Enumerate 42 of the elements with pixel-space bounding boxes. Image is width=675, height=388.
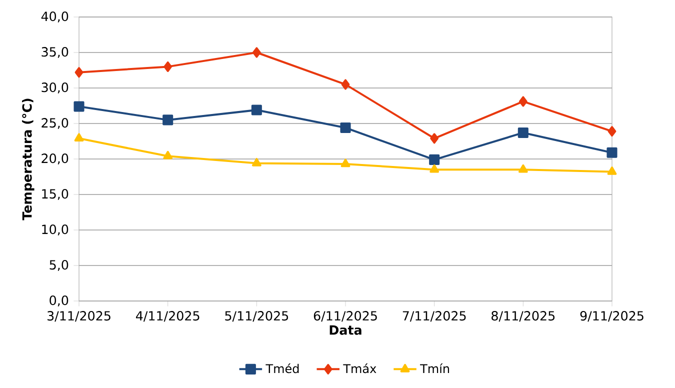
y-tick-label: 40,0 (41, 12, 68, 22)
point (606, 147, 618, 158)
y-tick-label: 5,0 (50, 260, 68, 271)
x-tick-label: 7/11/2025 (402, 311, 466, 322)
point (429, 154, 440, 165)
y-tick-label: 10,0 (42, 224, 68, 236)
point (430, 133, 439, 144)
point (251, 104, 262, 116)
x-tick-label: 8/11/2025 (492, 311, 555, 322)
x-tick-label: 9/11/2025 (580, 311, 644, 322)
point (252, 47, 261, 58)
point (163, 150, 173, 160)
legend-label: Tmín (420, 363, 450, 373)
point (340, 158, 350, 168)
point (74, 133, 84, 142)
y-tick-label: 0,0 (50, 296, 68, 306)
point (162, 114, 174, 126)
x-tick-label: 3/11/2025 (47, 311, 110, 322)
x-tick-label: 5/11/2025 (225, 311, 288, 322)
point (74, 67, 84, 78)
point (341, 79, 350, 90)
legend-label: Tméd (266, 363, 299, 374)
point (340, 122, 351, 134)
point (518, 96, 528, 107)
point (608, 126, 616, 137)
point (252, 158, 262, 166)
point (518, 127, 528, 138)
x-axis-title: Data (330, 325, 362, 335)
point (607, 166, 617, 175)
y-axis-title: Temperatura (°C) (22, 98, 34, 220)
y-tick-label: 20,0 (42, 154, 68, 164)
y-tick-label: 35,0 (42, 47, 68, 58)
point (518, 164, 528, 173)
point (164, 61, 172, 72)
x-tick-label: 6/11/2025 (314, 311, 377, 322)
legend-label: Tmáx (343, 363, 376, 374)
y-tick-label: 15,0 (42, 189, 68, 200)
y-tick-label: 30,0 (42, 82, 68, 94)
y-tick-label: 25,0 (42, 118, 68, 129)
x-tick-label: 4/11/2025 (136, 311, 200, 322)
point (430, 164, 440, 173)
point (74, 101, 84, 112)
